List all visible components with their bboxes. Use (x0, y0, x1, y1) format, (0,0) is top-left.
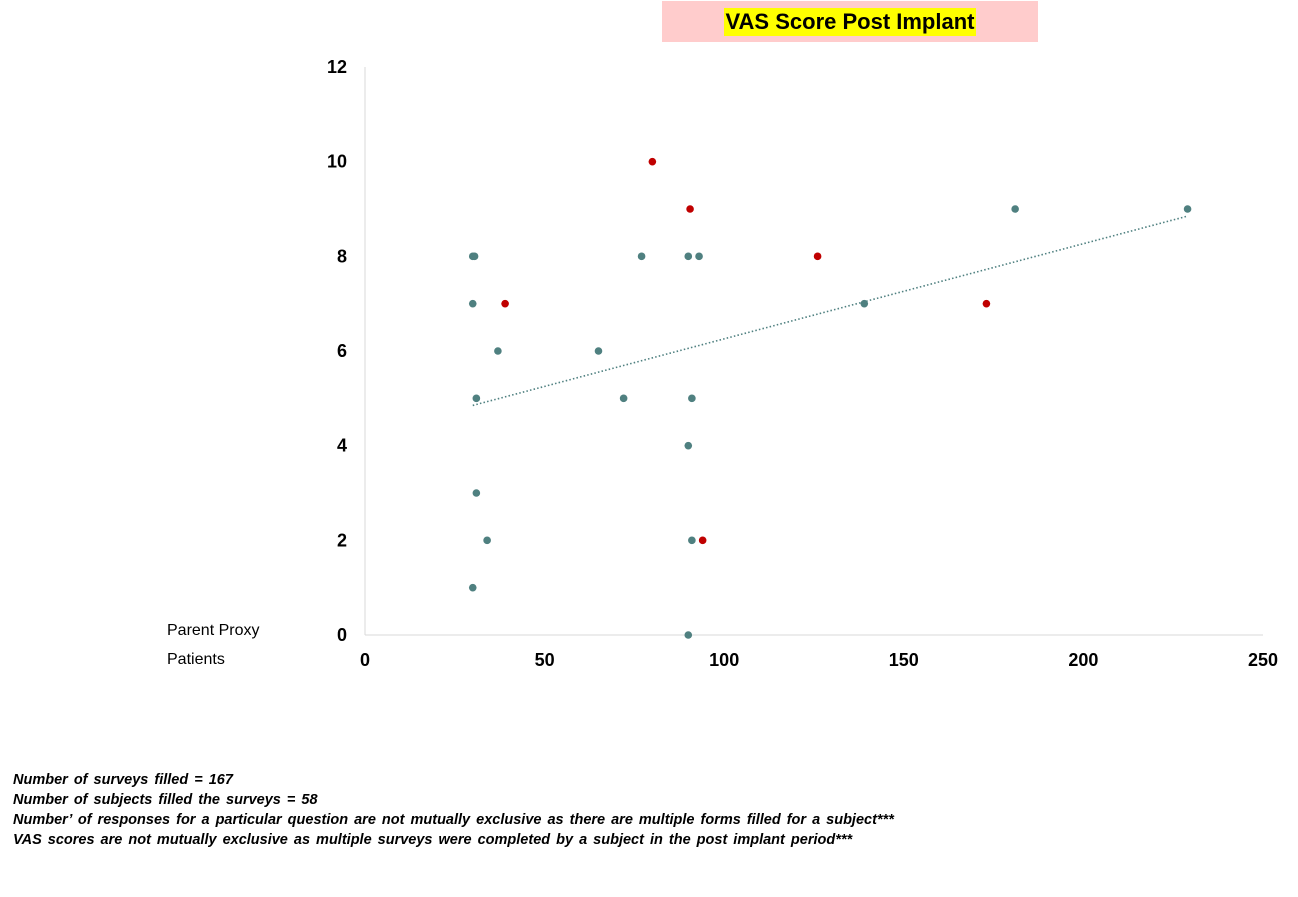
point-patients (494, 347, 502, 355)
chart-title: VAS Score Post Implant (723, 7, 977, 36)
y-tick-label: 6 (337, 341, 347, 361)
x-tick-label: 100 (709, 650, 739, 670)
y-tick-label: 2 (337, 530, 347, 550)
chart-title-box: VAS Score Post Implant (662, 1, 1038, 42)
note-surveys-filled: Number of surveys filled = 167 (13, 772, 233, 788)
x-tick-label: 50 (535, 650, 555, 670)
legend-patients: Patients (167, 651, 225, 668)
y-tick-label: 4 (337, 436, 347, 456)
tick-labels: 0 2 4 6 8 10 12 0 50 100 150 200 250 (327, 57, 1278, 670)
point-patients (684, 252, 693, 261)
point-parent-proxy (648, 157, 657, 166)
trendline (472, 215, 1188, 407)
point-parent-proxy (501, 299, 509, 308)
point-parent-proxy (982, 299, 991, 308)
point-patients (695, 252, 703, 261)
point-patients (1011, 205, 1019, 213)
point-patients (468, 299, 477, 308)
point-patients (1183, 205, 1192, 213)
y-tick-label: 0 (337, 625, 347, 645)
notes-block: Number of surveys filled = 167 Number of… (13, 770, 894, 850)
point-patients (684, 631, 693, 639)
trendline-group (472, 215, 1188, 407)
legend-parent-proxy: Parent Proxy (167, 622, 260, 639)
point-patients (688, 536, 696, 545)
point-patients (472, 394, 481, 403)
x-tick-label: 0 (360, 650, 370, 670)
point-parent-proxy (686, 205, 694, 213)
point-patients (860, 299, 869, 308)
point-patients (470, 252, 479, 261)
point-patients (688, 394, 696, 403)
x-tick-label: 250 (1248, 650, 1278, 670)
x-tick-label: 200 (1068, 650, 1098, 670)
note-vas-exclusive: VAS scores are not mutually exclusive as… (13, 832, 853, 848)
axes (364, 67, 1263, 636)
point-patients (637, 252, 646, 261)
data-points (468, 157, 1192, 639)
y-tick-label: 8 (337, 246, 347, 266)
point-parent-proxy (698, 536, 707, 545)
note-responses-exclusive: Number’ of responses for a particular qu… (13, 812, 894, 828)
point-parent-proxy (813, 252, 822, 261)
point-patients (483, 536, 491, 545)
y-tick-label: 12 (327, 57, 347, 77)
x-tick-label: 150 (889, 650, 919, 670)
point-patients (472, 489, 481, 497)
point-patients (684, 441, 693, 450)
y-tick-label: 10 (327, 152, 347, 172)
point-patients (468, 583, 477, 592)
point-patients (594, 347, 603, 355)
point-patients (619, 394, 628, 403)
note-subjects-filled: Number of subjects filled the surveys = … (13, 792, 318, 808)
